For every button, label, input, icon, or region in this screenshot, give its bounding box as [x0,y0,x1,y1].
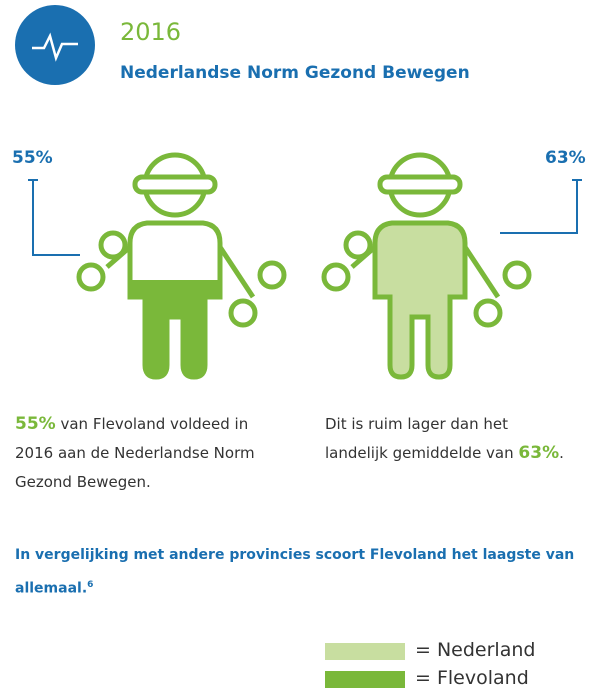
figure-label: 63% [545,148,586,168]
year: 2016 [120,18,181,46]
text: . [559,444,564,462]
icon [15,5,95,85]
pointer-line [28,180,80,255]
legend-label: = Flevoland [415,667,529,689]
note: In vergelijking met andere provincies sc… [15,540,575,604]
highlight: 55% [15,414,56,434]
legend-label: = Nederland [415,639,535,661]
paragraph: Dit is ruim lager dan het landelijk gemi… [325,410,575,468]
footnote: 6 [87,580,93,590]
figure-nederland [324,155,529,377]
highlight: 63% [518,443,559,463]
note-text: In vergelijking met andere provincies sc… [15,547,574,597]
legend-swatch [325,643,405,660]
figure-label: 55% [12,148,53,168]
legend-swatch [325,671,405,688]
text: Dit is ruim lager dan het landelijk gemi… [325,415,518,462]
pointer-line [500,180,582,233]
figure-flevoland [79,155,284,377]
page: 2016 Nederlandse Norm Gezond Bewegen 55%… [0,0,595,693]
title: Nederlandse Norm Gezond Bewegen [120,63,470,83]
paragraph: 55% van Flevoland voldeed in 2016 aan de… [15,410,275,497]
